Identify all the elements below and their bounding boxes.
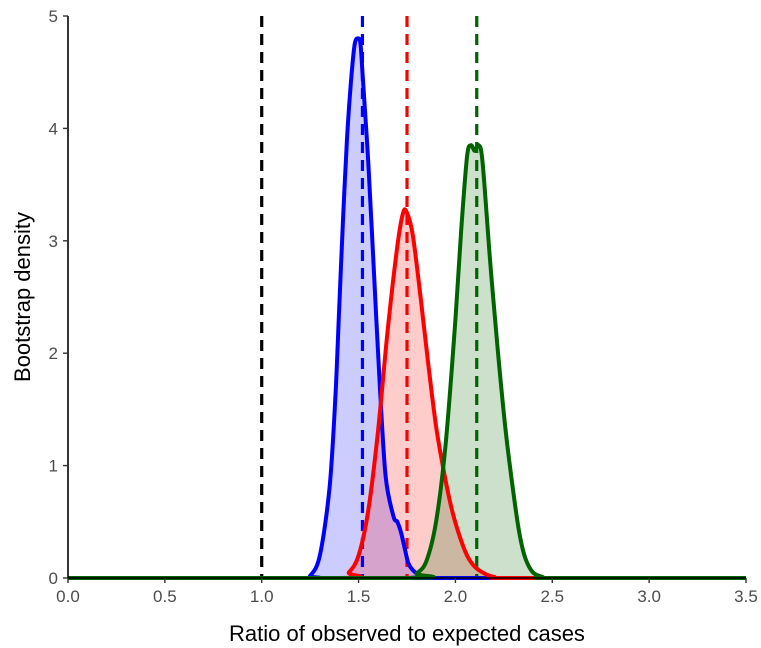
- y-axis-title: Bootstrap density: [10, 212, 35, 382]
- density-curve-2: [68, 207, 746, 580]
- reference-lines: [260, 16, 479, 578]
- x-tick-label: 0.5: [153, 587, 177, 606]
- x-tick-label: 1.5: [347, 587, 371, 606]
- density-curve-1: [68, 36, 746, 581]
- x-tick-label: 1.0: [250, 587, 274, 606]
- density-areas: [68, 38, 746, 578]
- x-axis-ticks: 0.0 0.5 1.0 1.5 2.0 2.5 3.0 3.5: [56, 578, 758, 606]
- x-axis-title: Ratio of observed to expected cases: [229, 621, 585, 646]
- y-tick-label: 0: [49, 569, 58, 588]
- y-axis-ticks: 0 1 2 3 4 5: [49, 7, 68, 588]
- x-tick-label: 3.0: [637, 587, 661, 606]
- x-tick-label: 2.5: [540, 587, 564, 606]
- x-tick-label: 0.0: [56, 587, 80, 606]
- axes: 0.0 0.5 1.0 1.5 2.0 2.5 3.0 3.5 0 1 2 3 4 5: [49, 7, 758, 606]
- x-tick-label: 2.0: [444, 587, 468, 606]
- x-tick-label: 3.5: [734, 587, 758, 606]
- y-tick-label: 2: [49, 344, 58, 363]
- y-tick-label: 5: [49, 7, 58, 26]
- density-curve-3: [68, 142, 746, 581]
- density-area-2: [68, 209, 746, 578]
- density-curves: [68, 36, 746, 581]
- y-tick-label: 3: [49, 232, 58, 251]
- y-tick-label: 1: [49, 457, 58, 476]
- y-tick-label: 4: [49, 119, 58, 138]
